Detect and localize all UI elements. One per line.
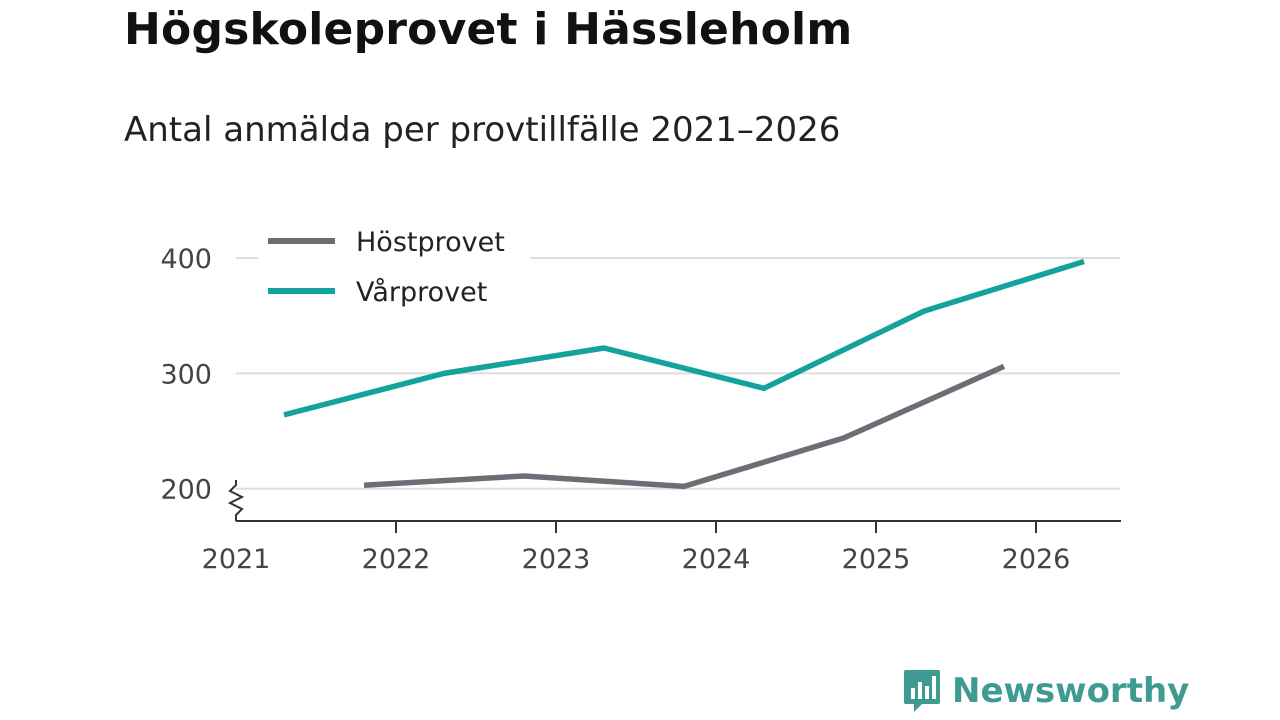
x-tick-label: 2022 bbox=[362, 544, 431, 575]
series-layer bbox=[283, 258, 1085, 490]
brand-logo: Newsworthy bbox=[902, 668, 1189, 714]
y-tick-label: 300 bbox=[160, 359, 212, 390]
legend: Höstprovet Vårprovet bbox=[258, 222, 530, 316]
bar-chart-speech-bubble-icon bbox=[904, 670, 940, 712]
y-tick-label: 200 bbox=[160, 475, 212, 506]
x-tick-label: 2025 bbox=[842, 544, 911, 575]
x-axis bbox=[227, 480, 1121, 533]
legend-label: Höstprovet bbox=[356, 227, 505, 258]
x-tick-label: 2021 bbox=[202, 544, 271, 575]
axis-break-icon bbox=[227, 480, 245, 521]
series-line-hostprovet bbox=[363, 363, 1006, 490]
x-tick-label: 2023 bbox=[522, 544, 591, 575]
chart-title: Högskoleprovet i Hässleholm bbox=[124, 4, 853, 55]
series-line-varprovet bbox=[283, 258, 1085, 418]
brand-name: Newsworthy bbox=[952, 671, 1190, 711]
legend-background bbox=[258, 222, 530, 316]
x-tick-label: 2026 bbox=[1002, 544, 1071, 575]
y-tick-label: 400 bbox=[160, 244, 212, 275]
x-tick-label: 2024 bbox=[682, 544, 751, 575]
tick-labels: 200 300 400 2021 2022 2023 2024 2025 2026 bbox=[160, 244, 1070, 575]
legend-label: Vårprovet bbox=[356, 277, 487, 308]
chart-subtitle: Antal anmälda per provtillfälle 2021–202… bbox=[124, 110, 841, 150]
